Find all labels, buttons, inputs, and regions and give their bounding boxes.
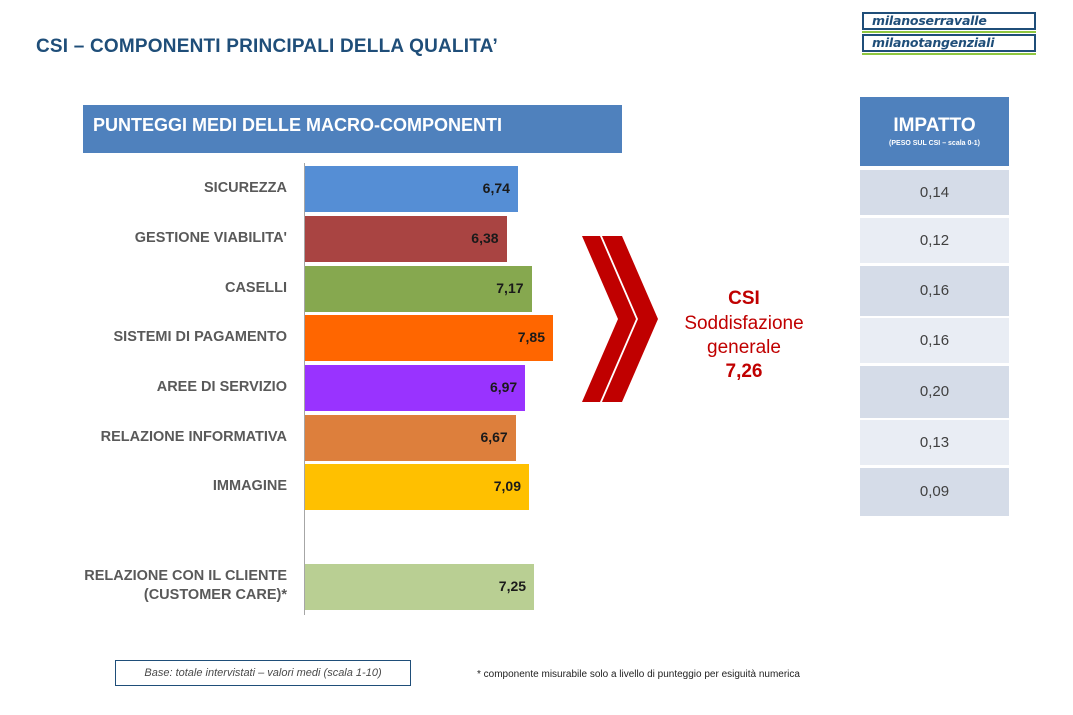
bar-value-label: 7,09	[493, 478, 521, 494]
company-logo: milanoserravalle milanotangenziali	[862, 12, 1036, 55]
chevron-right-icon	[602, 236, 658, 402]
impact-value-cell: 0,13	[860, 420, 1009, 465]
csi-value: 7,26	[725, 361, 763, 382]
csi-label-line1: Soddisfazione	[684, 313, 804, 334]
impact-value-cell: 0,20	[860, 366, 1009, 418]
bar	[305, 315, 553, 361]
impact-value-cell: 0,16	[860, 266, 1009, 316]
bar-value-label: 6,38	[471, 230, 499, 246]
bar-value-label: 6,97	[489, 379, 518, 395]
csi-label-line2: generale	[707, 337, 781, 358]
category-label: SISTEMI DI PAGAMENTO	[114, 328, 287, 347]
category-label: RELAZIONE CON IL CLIENTE (CUSTOMER CARE)*	[84, 567, 287, 605]
category-label-line: RELAZIONE INFORMATIVA	[100, 428, 287, 445]
section-header: PUNTEGGI MEDI DELLE MACRO-COMPONENTI	[83, 105, 622, 153]
category-label-line: SISTEMI DI PAGAMENTO	[113, 328, 287, 345]
bar-value-label: 7,25	[498, 578, 527, 594]
logo-divider	[862, 53, 1036, 55]
impact-value-cell: 0,14	[860, 170, 1009, 215]
footnote: * componente misurabile solo a livello d…	[477, 669, 800, 680]
category-label-line: RELAZIONE CON IL CLIENTE	[84, 568, 287, 584]
bar	[305, 415, 516, 461]
bar-value-label: 7,17	[496, 280, 524, 296]
bar-value-label: 6,67	[480, 429, 508, 445]
chevron-left-icon	[582, 236, 636, 402]
csi-summary: CSI Soddisfazione generale 7,26	[668, 286, 820, 384]
category-label-line: (CUSTOMER CARE)*	[143, 587, 287, 603]
csi-title: CSI	[728, 288, 760, 309]
bar	[305, 266, 532, 312]
category-label-line: GESTIONE VIABILITA'	[134, 229, 287, 246]
impact-title: IMPATTO	[893, 115, 976, 136]
category-label-line: IMMAGINE	[212, 477, 287, 494]
impact-header: IMPATTO (PESO SUL CSI – scala 0-1)	[860, 97, 1009, 166]
impact-value-cell: 0,12	[860, 218, 1009, 263]
bar	[305, 464, 529, 510]
logo-line-1: milanoserravalle	[862, 12, 1036, 30]
category-label: RELAZIONE INFORMATIVA	[101, 428, 287, 447]
chevron-arrow-icon	[582, 236, 658, 402]
page-title: CSI – COMPONENTI PRINCIPALI DELLA QUALIT…	[36, 36, 498, 57]
bar-value-label: 7,85	[517, 329, 545, 345]
impact-value-cell: 0,16	[860, 318, 1009, 363]
category-label: GESTIONE VIABILITA'	[135, 229, 287, 248]
bar	[305, 365, 526, 411]
bar-value-label: 6,74	[482, 180, 510, 196]
category-label-line: CASELLI	[224, 279, 287, 296]
category-axis-line	[304, 163, 305, 615]
bar	[305, 564, 535, 610]
category-label: AREE DI SERVIZIO	[157, 378, 287, 397]
bar	[305, 216, 507, 262]
logo-divider	[862, 31, 1036, 33]
impact-subtitle: (PESO SUL CSI – scala 0-1)	[889, 140, 980, 147]
category-label: SICUREZZA	[204, 179, 287, 198]
category-label: IMMAGINE	[213, 477, 287, 496]
category-label: CASELLI	[225, 279, 287, 298]
category-label-line: AREE DI SERVIZIO	[156, 378, 287, 395]
impact-value-cell: 0,09	[860, 468, 1009, 516]
logo-line-2: milanotangenziali	[862, 34, 1036, 52]
bar	[305, 166, 518, 212]
base-note: Base: totale intervistati – valori medi …	[115, 660, 411, 686]
category-label-line: SICUREZZA	[204, 179, 287, 196]
